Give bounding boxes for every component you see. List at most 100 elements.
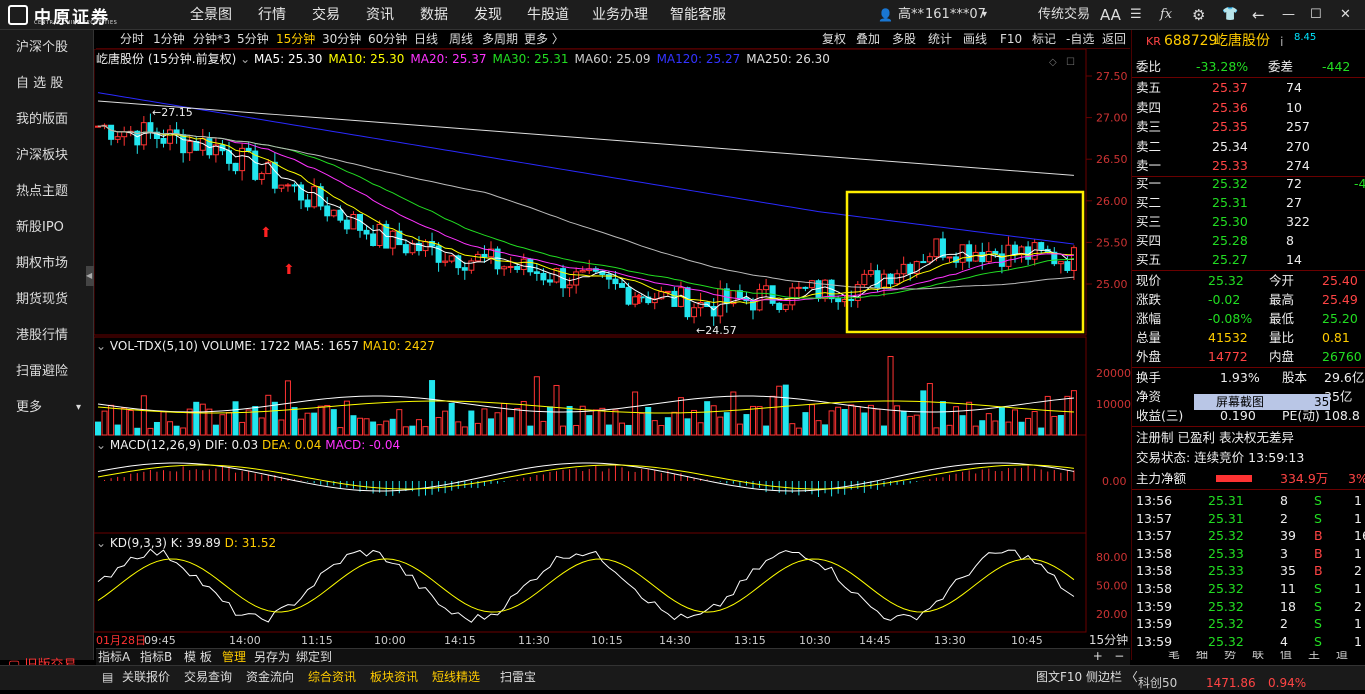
nav-1[interactable]: 行情 <box>258 7 286 23</box>
chart-tool-4[interactable]: 画线 <box>963 32 988 46</box>
formula-icon[interactable]: fx <box>1160 7 1173 22</box>
indicator-tab-0[interactable]: 指标A <box>98 650 131 664</box>
sidebar-item-4[interactable]: 热点主题 <box>16 184 69 199</box>
timeframe-tab-8[interactable]: 周线 <box>449 32 474 46</box>
sidebar-toggle[interactable]: 图文F10 侧边栏 〈 <box>1036 670 1138 684</box>
bottom-link-2[interactable]: 资金流向 <box>246 670 295 684</box>
volume-bar <box>750 405 756 436</box>
timeframe-tab-2[interactable]: 分钟*3 <box>193 32 231 46</box>
chart-toolbar: 分时 1分钟 分钟*3 5分钟 15分钟 30分钟 60分钟 日线 周线 多周期 更多 〉 复权 叠加多… <box>96 30 1130 49</box>
sidebar-item-7[interactable]: 期货现货 <box>16 292 69 307</box>
collapse-icon[interactable]: ⌄ <box>240 52 254 66</box>
chevron-down-icon[interactable]: ▾ <box>982 9 988 20</box>
sidebar-item-0[interactable]: 沪深个股 <box>16 40 69 55</box>
volume-bar <box>998 406 1005 436</box>
bottom-link-0[interactable]: 关联报价 <box>122 670 171 684</box>
sidebar-item-1[interactable]: 自 选 股 <box>16 76 64 91</box>
bottom-link-3[interactable]: 综合资讯 <box>308 670 357 684</box>
sidebar-item-6[interactable]: 期权市场 <box>16 256 69 271</box>
period-label[interactable]: 15分钟 <box>1088 633 1129 647</box>
panel-tab-3[interactable]: 联 <box>1252 651 1265 660</box>
user-icon[interactable]: 👤 <box>878 8 893 22</box>
chart-tool-0[interactable]: 复权 <box>822 32 847 46</box>
indicator-tab-3[interactable]: 管理 <box>222 650 247 664</box>
bottom-link-4[interactable]: 板块资讯 <box>370 670 419 684</box>
volume-bar <box>415 419 422 436</box>
timeframe-tab-10[interactable]: 更多 〉 <box>524 32 564 46</box>
indicator-tab-5[interactable]: 绑定到 <box>296 650 333 664</box>
nav-0[interactable]: 全景图 <box>190 7 232 23</box>
quote-row-0: 现价 25.32 今开 25.40 <box>1136 273 1358 288</box>
bottom-link-1[interactable]: 交易查询 <box>184 670 233 684</box>
nav-2[interactable]: 交易 <box>312 7 340 23</box>
nav-4[interactable]: 数据 <box>420 7 448 23</box>
expand-icon[interactable]: ◇ <box>1049 57 1057 68</box>
bottom-menu-icon[interactable]: ▤ <box>102 670 114 684</box>
zoom-controls[interactable]: + − <box>1092 649 1125 663</box>
timeframe-tab-4[interactable]: 15分钟 <box>276 32 316 46</box>
indicator-tab-1[interactable]: 指标B <box>140 650 173 664</box>
chart-tool-5[interactable]: F10 <box>1000 32 1023 46</box>
timeframe-tab-7[interactable]: 日线 <box>414 32 439 46</box>
chart-tool-8[interactable]: 返回 <box>1102 32 1127 46</box>
info-icon[interactable]: i <box>1280 34 1284 49</box>
timeframe-tab-6[interactable]: 60分钟 <box>368 32 408 46</box>
nav-8[interactable]: 智能客服 <box>670 7 726 23</box>
collapse-icon[interactable]: ⌄ <box>96 339 107 353</box>
panel-tab-2[interactable]: 势 <box>1224 651 1237 660</box>
nav-7[interactable]: 业务办理 <box>592 7 648 23</box>
user-name[interactable]: 高** <box>898 7 925 22</box>
volume-bar <box>383 420 390 436</box>
volume-bar <box>619 422 625 436</box>
back-icon[interactable]: ← <box>1252 6 1265 24</box>
panel-tab-6[interactable]: 道 <box>1336 651 1349 660</box>
user-account[interactable]: 161***07 <box>925 7 986 22</box>
sidebar-item-2[interactable]: 我的版面 <box>16 112 69 127</box>
nav-5[interactable]: 发现 <box>474 7 502 23</box>
sidebar-item-10[interactable]: 更多 ▾ <box>0 390 94 426</box>
minimize-icon[interactable]: — <box>1282 7 1295 22</box>
font-size-icon[interactable]: AA <box>1100 6 1121 24</box>
timeframe-tab-0[interactable]: 分时 <box>120 32 145 46</box>
sidebar-item-5[interactable]: 新股IPO <box>16 220 64 235</box>
function-icon[interactable]: ☰ <box>1130 7 1142 22</box>
volume-bar <box>324 404 331 436</box>
collapse-icon[interactable]: ⌄ <box>96 438 107 452</box>
volume-bar <box>979 420 986 436</box>
chart-tool-2[interactable]: 多股 <box>892 32 917 46</box>
chart-tool-3[interactable]: 统计 <box>928 32 953 46</box>
timeframe-tab-3[interactable]: 5分钟 <box>237 32 269 46</box>
top-bar: 中原证券 CENTRAL CHINA SECURITIES 👤 高** 161*… <box>0 0 1365 30</box>
sidebar-item-8[interactable]: 港股行情 <box>16 328 69 343</box>
nav-6[interactable]: 牛股道 <box>527 7 569 23</box>
chart-tool-6[interactable]: 标记 <box>1032 32 1057 46</box>
stock-name[interactable]: 屹唐股份 <box>1214 33 1270 49</box>
panel-tab-5[interactable]: 主 <box>1308 651 1321 660</box>
chart-tool-7[interactable]: -自选 <box>1066 32 1095 46</box>
sidebar-collapse-icon[interactable]: ◀ <box>86 266 94 286</box>
close-icon[interactable]: ✕ <box>1340 7 1351 22</box>
close-icon[interactable]: ☐ <box>1066 57 1075 68</box>
gear-icon[interactable]: ⚙ <box>1192 6 1206 24</box>
timeframe-tab-1[interactable]: 1分钟 <box>153 32 185 46</box>
panel-tab-4[interactable]: 值 <box>1280 651 1293 660</box>
indicator-tab-2[interactable]: 模 板 <box>184 650 212 664</box>
candle <box>415 242 422 252</box>
sidebar-item-9[interactable]: 扫雷避险 <box>16 364 69 379</box>
sidebar-item-3[interactable]: 沪深板块 <box>16 148 69 163</box>
trade-mode-button[interactable]: 传统交易 <box>1038 7 1091 22</box>
bottom-link-5[interactable]: 短线精选 <box>432 670 481 684</box>
timeframe-tab-5[interactable]: 30分钟 <box>322 32 362 46</box>
panel-tab-0[interactable]: 笔 <box>1168 651 1181 660</box>
candle <box>245 147 252 152</box>
nav-3[interactable]: 资讯 <box>366 7 394 23</box>
timeframe-tab-9[interactable]: 多周期 <box>482 32 519 46</box>
indicator-tab-4[interactable]: 另存为 <box>254 650 291 664</box>
skin-icon[interactable]: 👕 <box>1222 7 1239 22</box>
kline-chart[interactable]: 27.50 27.00 26.50 26.00 25.50 25.00 ⬆ ⬆ ⬆ ←27.15 ←… <box>94 49 1131 648</box>
collapse-icon[interactable]: ⌄ <box>96 536 107 550</box>
bottom-link-6[interactable]: 扫雷宝 <box>500 670 537 684</box>
maximize-icon[interactable]: ☐ <box>1310 7 1322 22</box>
chart-tool-1[interactable]: 叠加 <box>856 32 881 46</box>
panel-tab-1[interactable]: 细 <box>1196 651 1209 660</box>
